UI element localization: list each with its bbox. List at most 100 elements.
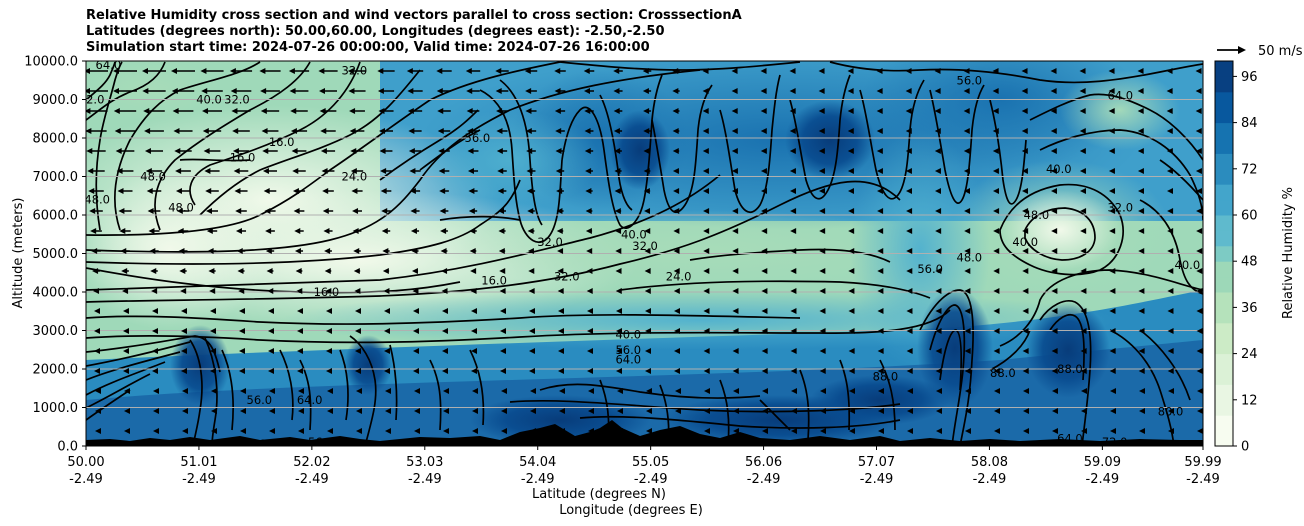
wind-vector-head	[470, 268, 477, 274]
wind-vector-head	[877, 308, 884, 314]
wind-vector-head	[229, 68, 236, 74]
wind-vector-head	[179, 268, 186, 274]
wind-vector-head	[1021, 108, 1028, 114]
wind-vector-head	[182, 388, 188, 394]
wind-vector-head	[877, 208, 884, 214]
wind-vector-head	[206, 228, 213, 234]
wind-vector-head	[876, 68, 883, 74]
wind-vector-head	[993, 308, 1000, 314]
wind-vector-head	[964, 348, 971, 354]
wind-vector-head	[211, 428, 217, 434]
y-tick-label: 10000.0	[24, 55, 78, 70]
wind-vector-head	[1168, 428, 1174, 434]
wind-vector-head	[848, 228, 855, 234]
contour-label: 32.0	[537, 235, 563, 249]
contour-label: 56.0	[615, 343, 641, 357]
y-tick-label: 8000.0	[33, 132, 79, 147]
colorbar-tick-label: 48	[1241, 255, 1258, 270]
wind-vector-head	[818, 68, 825, 74]
y-tick-label: 7000.0	[33, 170, 79, 185]
wind-vector-head	[1109, 228, 1116, 234]
wind-vector-head	[673, 188, 680, 194]
wind-vector-head	[935, 188, 942, 194]
wind-vector-head	[266, 268, 273, 274]
wind-vector-head	[325, 308, 332, 314]
wind-vector-head	[760, 108, 767, 114]
wind-vector-head	[1022, 188, 1029, 194]
contour-label: 40.0	[196, 93, 222, 107]
wind-vector-head	[847, 108, 854, 114]
wind-vector-head	[1023, 408, 1029, 414]
colorbar-segment	[1215, 399, 1233, 416]
wind-vector-head	[586, 268, 593, 274]
wind-vector-head	[964, 248, 971, 254]
wind-vector-head	[295, 268, 302, 274]
title-line-1: Relative Humidity cross section and wind…	[86, 8, 742, 23]
wind-vector-head	[876, 168, 883, 174]
wind-vector-head	[849, 388, 855, 394]
wind-vector-head	[465, 68, 472, 74]
colorbar-segment	[1215, 245, 1233, 262]
contour-label: 40.0	[1012, 235, 1038, 249]
wind-vector-head	[90, 228, 97, 234]
wind-vector-head	[790, 268, 797, 274]
wind-vector-head	[1080, 328, 1087, 334]
wind-vector-head	[558, 368, 564, 374]
wind-vector-head	[175, 168, 182, 174]
x-tick-label-lon: -2.49	[69, 472, 103, 487]
colorbar-segment	[1215, 322, 1233, 339]
wind-vector-head	[789, 148, 796, 154]
wind-vector-head	[153, 408, 159, 414]
wind-vector-head	[847, 68, 854, 74]
colorbar-segment	[1215, 199, 1233, 216]
wind-vector-head	[470, 308, 477, 314]
wind-vector-head	[613, 128, 620, 134]
contour-label: 32.0	[554, 270, 580, 284]
wind-vector-head	[326, 368, 332, 374]
wind-vector-head	[527, 228, 534, 234]
wind-vector-head	[848, 268, 855, 274]
wind-vector-head	[203, 148, 210, 154]
wind-vector-head	[936, 408, 942, 414]
wind-vector-head	[439, 208, 446, 214]
wind-vector-head	[408, 148, 415, 154]
wind-vector-head	[89, 208, 96, 214]
wind-vector-head	[347, 68, 354, 74]
wind-vector-head	[86, 68, 90, 74]
wind-vector-head	[1195, 128, 1202, 134]
wind-vector-head	[554, 68, 561, 74]
wind-vector-head	[1050, 68, 1057, 74]
wind-vector-head	[1196, 368, 1203, 374]
wind-vector-head	[819, 268, 826, 274]
wind-vector-head	[1196, 268, 1203, 274]
wind-vector-head	[761, 228, 768, 234]
wind-vector-head	[528, 268, 535, 274]
wind-vector-head	[180, 288, 187, 294]
contour-label: 24.0	[666, 270, 692, 284]
contour-label: 16.0	[481, 273, 507, 287]
wind-vector-head	[1167, 348, 1174, 354]
contour-label: 56.0	[465, 131, 491, 145]
colorbar-tick-label: 12	[1241, 393, 1258, 408]
wind-vector-head	[1110, 408, 1116, 414]
wind-vector-head	[646, 408, 652, 414]
wind-vector-head	[262, 148, 269, 154]
wind-vector-head	[378, 108, 385, 114]
wind-vector-head	[704, 428, 710, 434]
x-axis: 50.00 -2.49 51.01 -2.49 52.02 -2.49 53.03 -2.49…	[67, 446, 1222, 487]
wind-vector-head	[993, 268, 1000, 274]
contour-label: 56.0	[957, 73, 983, 87]
contour-label: 88.0	[873, 370, 899, 384]
wind-vector-head	[290, 128, 297, 134]
contour-label: 40.0	[621, 227, 647, 241]
wind-vector-head	[761, 188, 768, 194]
wind-vector-head	[350, 148, 357, 154]
wind-vector-head	[239, 348, 245, 354]
wind-vector-head	[412, 308, 419, 314]
wind-vector-head	[524, 68, 531, 74]
wind-vector-head	[1137, 68, 1144, 74]
wind-vector-head	[356, 408, 362, 414]
wind-vector-head	[292, 168, 299, 174]
wind-vector-head	[614, 168, 621, 174]
wind-vector-head	[761, 348, 768, 354]
